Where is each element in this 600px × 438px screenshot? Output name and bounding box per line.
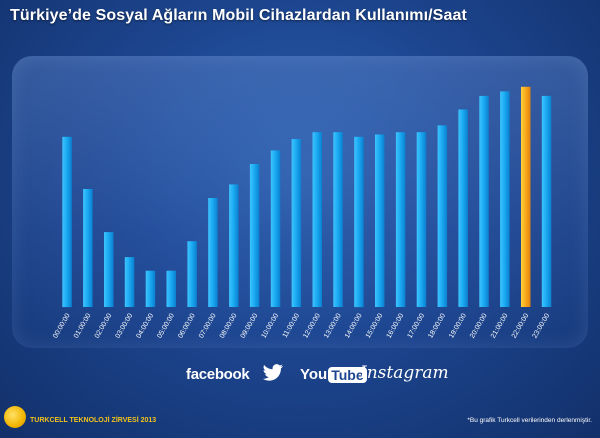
page-title: Türkiye’de Sosyal Ağların Mobil Cihazlar… (10, 7, 467, 24)
social-logos: facebook You Tube Instagram (0, 362, 600, 392)
youtube-logo: You Tube (300, 366, 367, 383)
x-tick-label: 03:00:00 (115, 312, 135, 339)
bar-08:00:00 (229, 184, 239, 307)
instagram-logo: Instagram (360, 363, 449, 383)
x-tick-label: 18:00:00 (427, 312, 447, 339)
youtube-you-text: You (300, 366, 328, 383)
x-tick-label: 10:00:00 (261, 312, 281, 339)
x-tick-label: 19:00:00 (448, 312, 468, 339)
bar-01:00:00 (83, 189, 93, 307)
bar-20:00:00 (479, 95, 489, 308)
x-tick-label: 06:00:00 (177, 312, 197, 339)
bar-23:00:00 (541, 95, 552, 308)
bar-00:00:00 (62, 136, 72, 308)
x-tick-label: 04:00:00 (135, 312, 155, 339)
bar-12:00:00 (312, 132, 322, 307)
x-tick-label: 17:00:00 (406, 312, 426, 339)
x-tick-label: 15:00:00 (365, 312, 385, 339)
x-tick-label: 00:00:00 (52, 312, 72, 339)
bar-10:00:00 (270, 150, 281, 307)
x-tick-label: 08:00:00 (219, 312, 239, 339)
x-tick-label: 02:00:00 (94, 312, 114, 339)
x-tick-label: 01:00:00 (73, 312, 93, 339)
footer-note: *Bu grafik Turkcell verilerinden derlenm… (467, 417, 592, 424)
x-tick-label: 23:00:00 (532, 312, 552, 339)
x-tick-label: 22:00:00 (511, 312, 531, 339)
x-tick-label: 20:00:00 (469, 312, 489, 339)
twitter-bird-icon (262, 364, 284, 387)
bar-02:00:00 (104, 232, 114, 307)
bar-19:00:00 (458, 109, 468, 307)
x-tick-label: 12:00:00 (302, 312, 322, 339)
facebook-logo: facebook (186, 366, 250, 383)
bar-chart: 00:00:00 01:00:00 02:00:00 03:00:00 04:00:00… (52, 86, 552, 339)
bar-05:00:00 (166, 270, 176, 307)
bar-07:00:00 (208, 198, 218, 307)
x-tick-label: 11:00:00 (282, 312, 301, 339)
bar-03:00:00 (124, 257, 135, 307)
bar-06:00:00 (187, 241, 197, 307)
x-tick-label: 07:00:00 (198, 312, 218, 339)
turkcell-logo-icon (4, 406, 26, 428)
bar-14:00:00 (354, 136, 364, 308)
x-tick-label: 21:00:00 (490, 312, 510, 339)
bar-13:00:00 (333, 132, 343, 307)
x-tick-label: 16:00:00 (386, 312, 406, 339)
bar-16:00:00 (395, 132, 406, 307)
bar-21:00:00 (500, 91, 510, 308)
bar-09:00:00 (249, 164, 260, 307)
bar-04:00:00 (145, 270, 156, 307)
bar-18:00:00 (437, 125, 448, 308)
x-tick-label: 09:00:00 (240, 312, 260, 339)
footer-brand: TURKCELL TEKNOLOJİ ZİRVESİ 2013 (30, 417, 157, 424)
x-tick-label: 13:00:00 (323, 312, 343, 339)
bar-17:00:00 (416, 132, 427, 307)
bar-22:00:00 (521, 86, 531, 307)
x-tick-label: 14:00:00 (344, 312, 364, 339)
youtube-tube-text: Tube (328, 366, 367, 383)
bar-11:00:00 (291, 139, 302, 307)
bar-15:00:00 (375, 134, 385, 307)
x-tick-label: 05:00:00 (156, 312, 176, 339)
